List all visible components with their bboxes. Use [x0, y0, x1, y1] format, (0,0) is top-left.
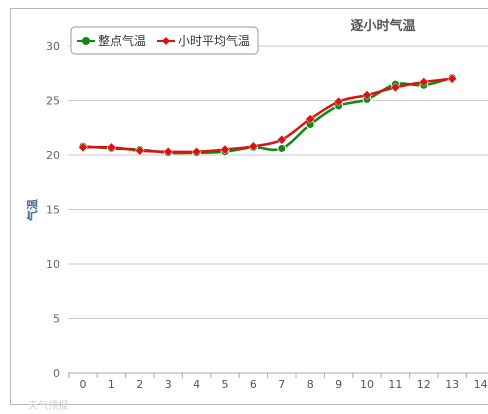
x-ticks: 0 1 2 3 4 5 6 7 8 9 10 11 12 13 14: [80, 378, 488, 391]
data-point[interactable]: [276, 134, 287, 145]
series-layer: [78, 73, 458, 158]
x-tick-label: 10: [360, 378, 374, 391]
data-point[interactable]: [134, 145, 145, 156]
x-tick-label: 7: [278, 378, 285, 391]
y-tick-label: 25: [46, 95, 60, 108]
legend-marker-diamond: [162, 37, 170, 45]
x-tick-label: 1: [108, 378, 115, 391]
y-tick-label: 15: [46, 204, 60, 217]
x-tick-label: 2: [136, 378, 143, 391]
x-tick-label: 0: [80, 378, 87, 391]
data-point[interactable]: [248, 141, 259, 152]
series-1[interactable]: [78, 73, 458, 157]
y-tick-label: 30: [46, 40, 60, 53]
legend-item-series-1[interactable]: 小时平均气温: [157, 33, 250, 48]
chart-title: 逐小时气温: [350, 18, 415, 34]
x-tick-label: 5: [222, 378, 229, 391]
x-tick-label: 14: [474, 378, 488, 391]
x-tick-label: 4: [193, 378, 200, 391]
data-point[interactable]: [191, 146, 202, 157]
x-tick-label: 3: [165, 378, 172, 391]
x-tick-label: 11: [388, 378, 402, 391]
x-tick-label: 8: [307, 378, 314, 391]
x-tick-label: 12: [417, 378, 431, 391]
y-tick-label: 5: [53, 313, 60, 326]
legend-label-series-1: 小时平均气温: [178, 33, 250, 48]
x-tick-label: 13: [445, 378, 459, 391]
y-tick-label: 0: [53, 367, 60, 380]
y-tick-label: 20: [46, 149, 60, 162]
x-tick-label: 9: [335, 378, 342, 391]
data-point[interactable]: [163, 146, 174, 157]
legend[interactable]: 整点气温 小时平均气温: [70, 26, 259, 55]
legend-label-series-0: 整点气温: [98, 33, 146, 48]
data-point[interactable]: [78, 142, 88, 153]
y-ticks: 0 5 10 15 20 25 30: [46, 40, 60, 380]
data-point[interactable]: [106, 142, 117, 153]
watermark: 天气预报: [28, 399, 68, 412]
legend-marker-circle: [82, 37, 90, 45]
data-point[interactable]: [220, 144, 230, 155]
chart-frame: [10, 8, 488, 405]
y-tick-label: 10: [46, 258, 60, 271]
x-axis: [68, 372, 488, 378]
data-point[interactable]: [333, 96, 344, 107]
legend-item-series-0[interactable]: 整点气温: [77, 33, 146, 48]
data-point[interactable]: [305, 114, 316, 124]
data-point[interactable]: [362, 90, 372, 100]
data-point[interactable]: [418, 77, 429, 87]
x-tick-label: 6: [250, 378, 257, 391]
data-point[interactable]: [447, 73, 458, 84]
data-point[interactable]: [390, 82, 401, 93]
y-axis-label: 气温: [25, 199, 39, 222]
data-point[interactable]: [277, 143, 287, 153]
